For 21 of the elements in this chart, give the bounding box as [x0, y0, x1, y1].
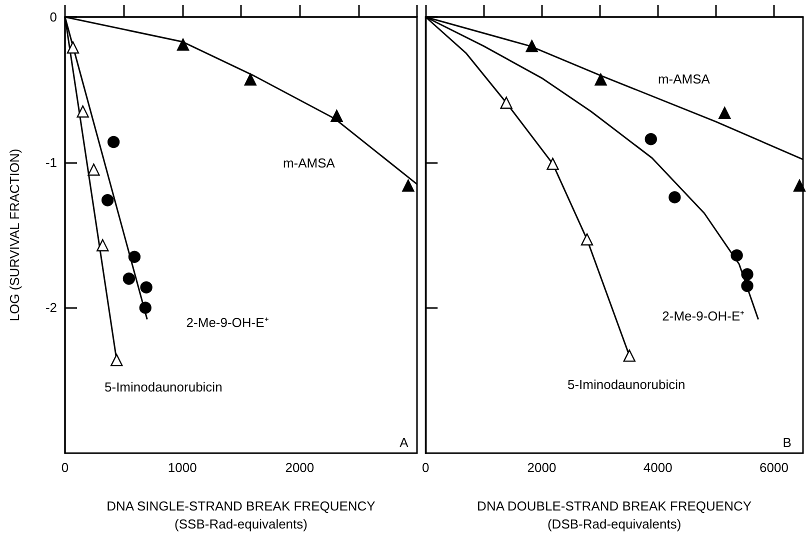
annotation: m-AMSA: [658, 72, 710, 87]
annotation: m-AMSA: [282, 156, 336, 171]
x-tick-label: 6000: [760, 460, 788, 476]
x-axis-title: DNA DOUBLE-STRAND BREAK FREQUENCY (DSB-Rad-equivalents): [477, 498, 752, 532]
annotation: B: [782, 434, 792, 450]
annotation: 2-Me-9-OH-E⁺: [662, 308, 744, 324]
x-tick-label: 4000: [643, 460, 672, 476]
y-tick-label: 0: [50, 10, 57, 24]
y-tick-label: -1: [45, 154, 57, 170]
x-tick-label: 0: [422, 460, 430, 476]
x-axis-title: DNA SINGLE-STRAND BREAK FREQUENCY (SSB-Rad-equivalents): [106, 498, 376, 532]
annotation: 5-Iminodaunorubicin: [567, 377, 686, 392]
x-tick-label: 1000: [168, 460, 197, 476]
annotation: A: [400, 434, 409, 450]
annotation: 5-Iminodaunorubicin: [104, 379, 222, 394]
y-axis-title: LOG (SURVIVAL FRACTION): [7, 148, 22, 322]
x-tick-label: 2000: [527, 460, 556, 476]
annotation: 2-Me-9-OH-E⁺: [186, 315, 268, 330]
x-tick-label: 2000: [285, 460, 314, 476]
x-tick-label: 0: [61, 460, 69, 476]
y-tick-label: -2: [45, 300, 57, 316]
